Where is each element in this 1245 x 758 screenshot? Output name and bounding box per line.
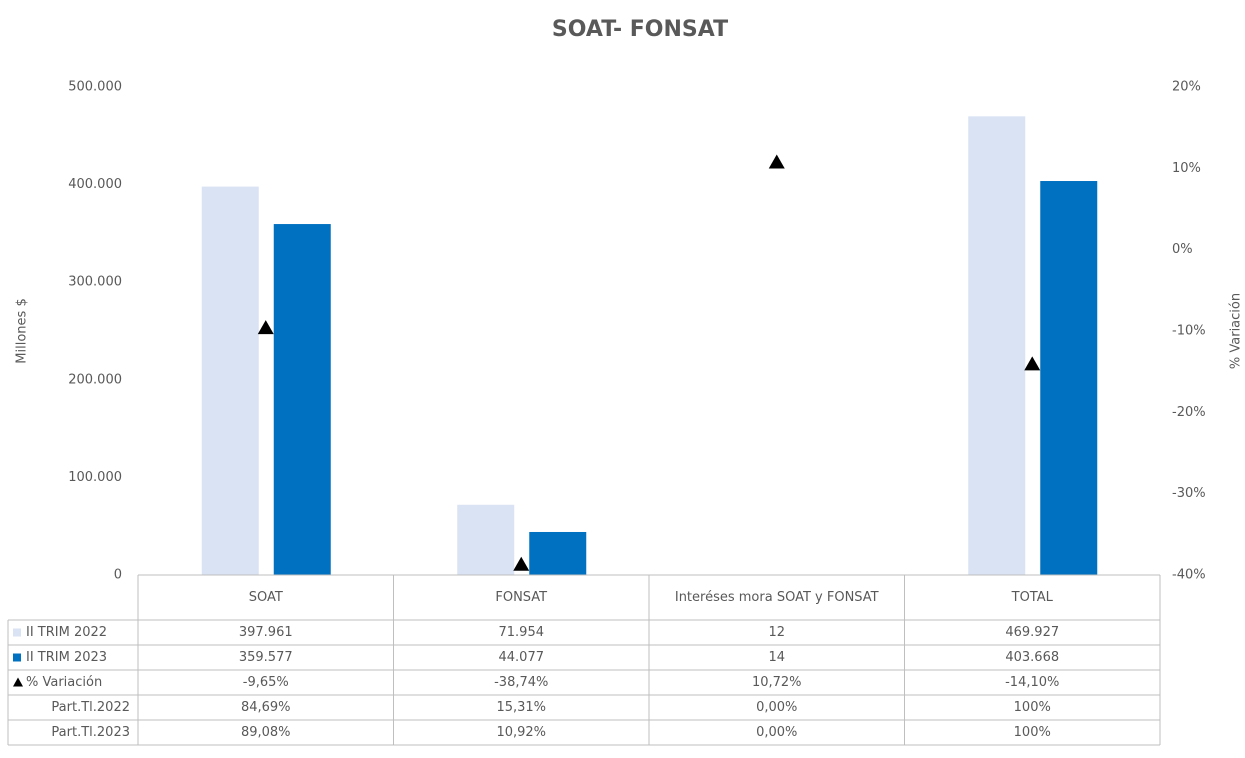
table-value: 359.577 [239, 650, 293, 665]
bar [1040, 181, 1098, 576]
y2-tick-label: -30% [1172, 486, 1206, 501]
table-value: 0,00% [756, 725, 797, 740]
y2-axis-title: % Variación [1229, 293, 1244, 369]
legend-swatch [13, 653, 21, 662]
table-value: 84,69% [241, 700, 291, 715]
table-value: 12 [768, 625, 785, 640]
category-label: Interéses mora SOAT y FONSAT [674, 590, 879, 605]
table-value: 0,00% [756, 700, 797, 715]
bar [273, 224, 331, 575]
chart-title: SOAT- FONSAT [552, 17, 728, 42]
row-label: II TRIM 2023 [26, 650, 107, 665]
y-tick-label: 0 [114, 568, 122, 583]
row-label: % Variación [26, 675, 102, 690]
marker [1024, 356, 1041, 371]
row-label: II TRIM 2022 [26, 625, 107, 640]
y-axis-title: Millones $ [15, 298, 30, 363]
y-tick-label: 100.000 [68, 470, 122, 485]
category-label: TOTAL [1011, 590, 1053, 605]
table-value: 100% [1014, 700, 1051, 715]
category-label: FONSAT [495, 590, 548, 605]
bar [529, 531, 587, 575]
y-tick-label: 300.000 [68, 275, 122, 290]
y-tick-label: 400.000 [68, 177, 122, 192]
category-header: Interéses mora SOAT y FONSAT [674, 590, 879, 605]
y2-tick-label: -10% [1172, 324, 1206, 339]
bar [201, 186, 259, 575]
y2-tick-label: 0% [1172, 242, 1193, 257]
y-tick-label: 200.000 [68, 372, 122, 387]
y2-tick-label: 10% [1172, 161, 1201, 176]
table-value: 71.954 [499, 625, 545, 640]
row-label: Part.Tl.2023 [51, 725, 130, 740]
category-header: SOAT [248, 590, 283, 605]
category-header: TOTAL [1011, 590, 1053, 605]
table-value: 14 [768, 650, 785, 665]
bar [457, 504, 515, 575]
y2-tick-label: -20% [1172, 405, 1206, 420]
legend-swatch [13, 628, 21, 637]
legend-marker [13, 677, 23, 687]
table-value: 89,08% [241, 725, 291, 740]
marker [768, 154, 785, 169]
y2-tick-label: -40% [1172, 568, 1206, 583]
table-value: 100% [1014, 725, 1051, 740]
table-value: 397.961 [239, 625, 293, 640]
table-value: 44.077 [499, 650, 545, 665]
table-value: 10,92% [496, 725, 546, 740]
y2-tick-label: 20% [1172, 80, 1201, 95]
table-value: 10,72% [752, 675, 802, 690]
table-value: -9,65% [243, 675, 289, 690]
table-value: 469.927 [1005, 625, 1059, 640]
bar [968, 116, 1026, 575]
category-header: FONSAT [495, 590, 548, 605]
table-value: -38,74% [494, 675, 548, 690]
marker [257, 320, 274, 335]
category-label: SOAT [248, 590, 283, 605]
table-value: -14,10% [1005, 675, 1059, 690]
marker [513, 556, 530, 571]
table-value: 403.668 [1005, 650, 1059, 665]
table-value: 15,31% [496, 700, 546, 715]
y-tick-label: 500.000 [68, 80, 122, 95]
row-label: Part.Tl.2022 [51, 700, 130, 715]
